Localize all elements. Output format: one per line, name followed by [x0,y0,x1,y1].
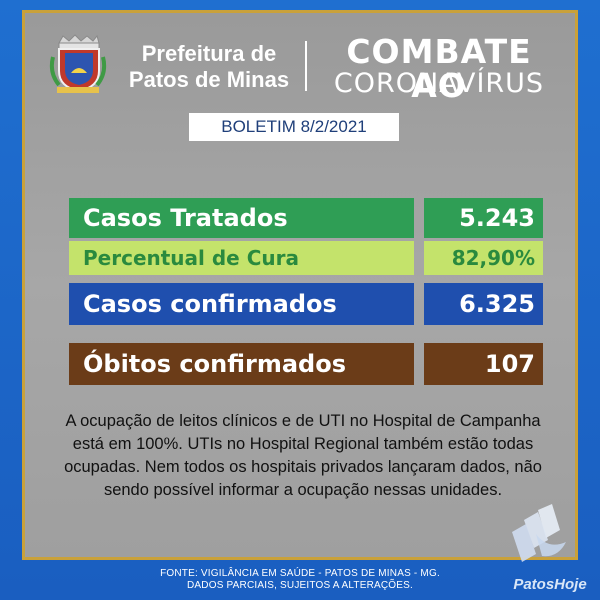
hospital-occupancy-note: A ocupação de leitos clínicos e de UTI n… [64,412,542,499]
stat-label: Casos confirmados [69,283,414,325]
stat-label: Óbitos confirmados [69,343,414,385]
stat-row-confirmed: Casos confirmados 6.325 [69,283,543,325]
bulletin-panel: Prefeitura de Patos de Minas COMBATE AO … [22,10,578,560]
footer-source: FONTE: VIGILÂNCIA EM SAÚDE - PATOS DE MI… [100,568,500,592]
stat-label: Percentual de Cura [69,241,414,275]
stat-row-cure-rate: Percentual de Cura 82,90% [69,241,543,275]
city-line-1: Prefeitura de [141,41,277,66]
stat-row-deaths: Óbitos confirmados 107 [69,343,543,385]
bulletin-date: BOLETIM 8/2/2021 [189,113,399,141]
stat-label: Casos Tratados [69,198,414,238]
stat-value: 107 [424,343,543,385]
stat-value: 6.325 [424,283,543,325]
stat-row-treated: Casos Tratados 5.243 [69,198,543,238]
brand-name: PatosHoje [513,576,587,593]
city-line-2: Patos de Minas [128,67,290,92]
patoshoje-logo-icon [512,504,566,562]
city-title: Prefeitura de Patos de Minas [121,41,297,93]
footer-line-1: FONTE: VIGILÂNCIA EM SAÚDE - PATOS DE MI… [160,568,440,579]
stat-value: 5.243 [424,198,543,238]
city-coat-of-arms-icon [49,34,107,93]
footer-line-2: DADOS PARCIAIS, SUJEITOS A ALTERAÇÕES. [187,580,413,591]
header: Prefeitura de Patos de Minas COMBATE AO … [25,13,575,108]
campaign-subtitle: CORONAVÍRUS [333,68,545,99]
stat-value: 82,90% [424,241,543,275]
header-divider [305,41,307,91]
campaign-title: COMBATE AO [346,32,532,105]
